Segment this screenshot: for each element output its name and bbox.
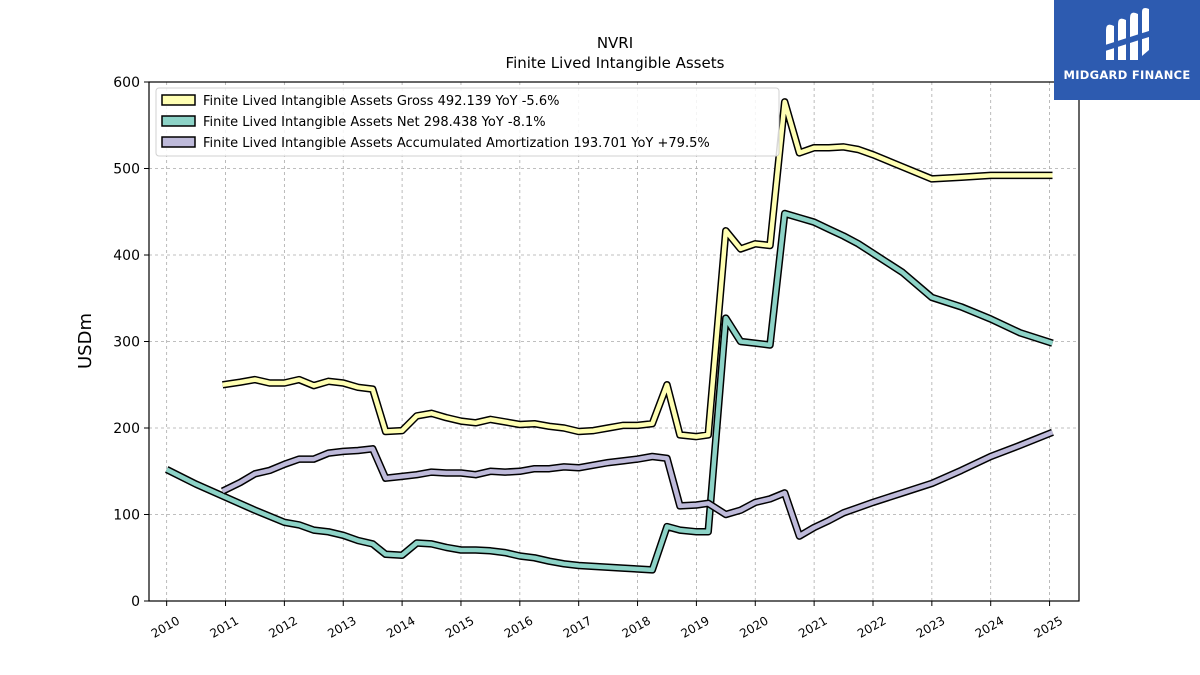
x-tick-label: 2014: [384, 613, 417, 640]
x-tick-label: 2017: [561, 613, 594, 640]
legend-swatch: [161, 94, 196, 106]
y-ticks: 0 100 200 300 400 500 600: [113, 75, 149, 610]
y-tick-label: 300: [113, 335, 140, 351]
y-tick-label: 400: [113, 248, 140, 264]
legend: Finite Lived Intangible Assets Gross 492…: [155, 87, 780, 157]
x-tick-label: 2022: [855, 613, 888, 640]
legend-box: [155, 87, 780, 157]
y-tick-label: 600: [113, 75, 140, 91]
y-tick-label: 0: [131, 594, 140, 610]
brand-name: MIDGARD FINANCE: [1063, 68, 1191, 82]
legend-swatch: [161, 115, 196, 127]
x-tick-label: 2012: [266, 613, 299, 640]
x-tick-label: 2024: [973, 613, 1006, 640]
y-tick-label: 200: [113, 421, 140, 437]
series-line-0: [222, 99, 1053, 439]
legend-entry: Finite Lived Intangible Assets Gross 492…: [203, 94, 559, 109]
x-tick-label: 2015: [443, 613, 476, 640]
series-line-2: [221, 430, 1054, 539]
x-tick-label: 2025: [1032, 613, 1065, 640]
x-tick-label: 2011: [208, 613, 241, 640]
x-tick-label: 2018: [620, 613, 653, 640]
chart-subtitle: Finite Lived Intangible Assets: [506, 54, 725, 72]
legend-entry: Finite Lived Intangible Assets Accumulat…: [203, 136, 710, 151]
chart-title: NVRI: [597, 34, 633, 52]
y-axis-label: USDm: [75, 313, 96, 369]
series-line-1: [165, 211, 1054, 573]
x-tick-label: 2016: [502, 613, 535, 640]
y-tick-label: 100: [113, 508, 140, 524]
brand-badge: MIDGARD FINANCE: [1054, 0, 1200, 100]
x-ticks: 2010 2011 2012 2013 2014 2015 2016 2017 2018 2019…: [149, 601, 1065, 641]
midgard-logo-icon: [1102, 8, 1152, 61]
series-outline-1: [165, 209, 1054, 574]
legend-swatch: [161, 136, 196, 148]
x-tick-label: 2020: [737, 613, 770, 640]
y-tick-label: 500: [113, 162, 140, 178]
legend-entry: Finite Lived Intangible Assets Net 298.4…: [203, 115, 546, 130]
x-tick-label: 2010: [149, 613, 182, 640]
x-tick-label: 2023: [914, 613, 947, 640]
x-tick-label: 2013: [325, 613, 358, 640]
x-tick-label: 2021: [796, 613, 829, 640]
series-layer: [165, 98, 1054, 574]
x-tick-label: 2019: [678, 613, 711, 640]
